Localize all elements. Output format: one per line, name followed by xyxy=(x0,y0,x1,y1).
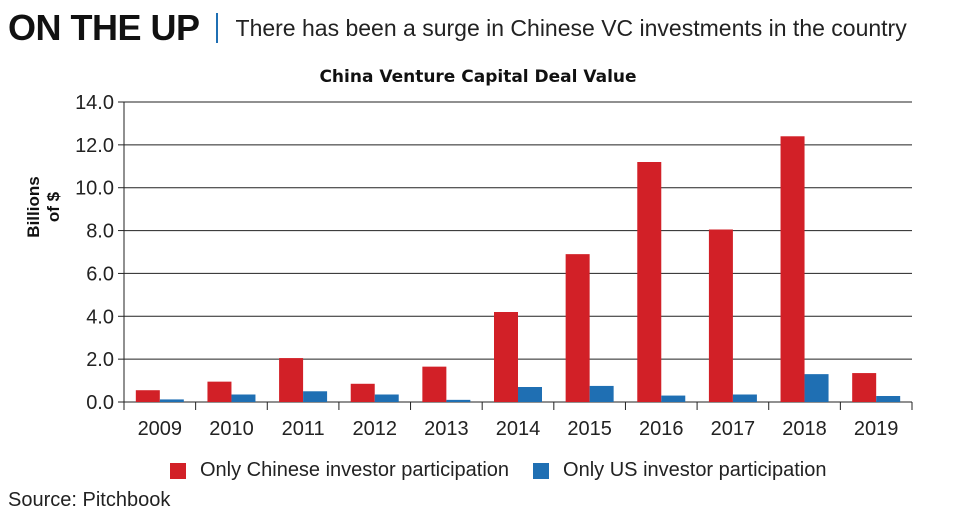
y-tick-label: 10.0 xyxy=(75,178,114,200)
bar-us xyxy=(804,374,829,402)
y-tick-label: 12.0 xyxy=(75,135,114,157)
y-axis-label: Billions of $ xyxy=(24,176,63,238)
bar-chinese xyxy=(135,390,160,402)
x-tick-label: 2011 xyxy=(282,418,325,440)
x-tick-label: 2018 xyxy=(782,418,827,440)
bar-chinese xyxy=(350,383,375,402)
bar-chinese xyxy=(422,366,447,402)
bar-us xyxy=(732,394,757,402)
bar-chinese xyxy=(708,229,733,402)
bar-us xyxy=(661,395,686,402)
bar-us xyxy=(231,394,256,402)
legend: Only Chinese investor participation Only… xyxy=(170,459,827,482)
x-tick-label: 2012 xyxy=(352,418,397,440)
x-tick-label: 2019 xyxy=(854,418,899,440)
legend-label-chinese: Only Chinese investor participation xyxy=(200,459,510,481)
x-tick-label: 2009 xyxy=(138,418,183,440)
bar-chinese xyxy=(565,254,590,402)
bar-chinese xyxy=(852,373,877,402)
legend-swatch-chinese xyxy=(170,462,186,479)
bar-us xyxy=(876,396,901,402)
source-note: Source: Pitchbook xyxy=(8,489,171,511)
bar-chinese xyxy=(494,312,518,402)
bar-us xyxy=(518,387,542,402)
bar-us xyxy=(303,391,328,402)
bar-us xyxy=(159,399,184,402)
legend-item-chinese: Only Chinese investor participation xyxy=(170,459,509,482)
headline-subtitle: There has been a surge in Chinese VC inv… xyxy=(235,14,907,41)
bar-us xyxy=(446,399,471,402)
x-tick-label: 2014 xyxy=(496,418,541,440)
headline: ON THE UP There has been a surge in Chin… xyxy=(8,7,907,48)
chart-title: China Venture Capital Deal Value xyxy=(319,67,637,87)
legend-label-us: Only US investor participation xyxy=(563,459,827,481)
bar-chinese xyxy=(279,358,304,402)
bar-chinese xyxy=(207,381,232,402)
bar-us xyxy=(374,394,399,402)
bar-chinese xyxy=(637,162,662,402)
x-tick-label: 2017 xyxy=(711,418,756,440)
y-tick-label: 8.0 xyxy=(86,221,114,243)
y-tick-label: 4.0 xyxy=(86,306,114,328)
x-tick-label: 2016 xyxy=(639,418,684,440)
y-tick-label: 6.0 xyxy=(86,263,114,285)
headline-divider xyxy=(215,13,218,43)
y-tick-label: 2.0 xyxy=(86,349,114,371)
y-tick-label: 0.0 xyxy=(86,392,114,414)
x-tick-label: 2010 xyxy=(209,418,254,440)
legend-item-us: Only US investor participation xyxy=(533,459,827,482)
x-tick-label: 2013 xyxy=(424,418,469,440)
legend-swatch-us xyxy=(533,462,550,479)
x-tick-label: 2015 xyxy=(567,418,612,440)
bar-chinese xyxy=(780,136,805,403)
bar-us xyxy=(589,385,614,402)
headline-title: ON THE UP xyxy=(8,7,200,48)
y-tick-label: 14.0 xyxy=(75,92,114,114)
